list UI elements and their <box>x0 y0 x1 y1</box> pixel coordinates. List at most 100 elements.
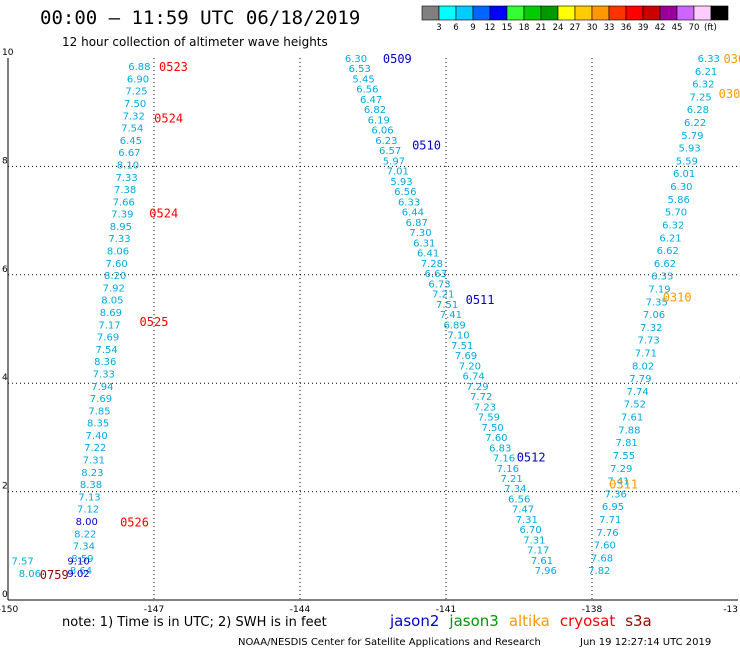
wave-height-value: 6.19 <box>368 115 390 126</box>
legend-entry-cryosat: cryosat <box>560 612 615 630</box>
wave-height-value: 7.50 <box>124 99 146 110</box>
wave-height-value: 7.01 <box>387 167 409 178</box>
wave-height-value: 5.79 <box>681 131 703 142</box>
colorbar-swatch <box>710 5 729 21</box>
wave-height-value: 6.47 <box>360 95 382 106</box>
wave-height-value: 6.22 <box>684 118 706 129</box>
series-altika: 6.336.216.327.256.286.225.795.935.596.01… <box>588 52 740 577</box>
wave-height-value: 7.30 <box>409 228 431 239</box>
colorbar-tick-label: 6 <box>453 23 458 33</box>
wave-height-value: 5.97 <box>383 156 405 167</box>
wave-height-value: 7.71 <box>635 349 657 360</box>
credit-left: NOAA/NESDIS Center for Satellite Applica… <box>238 637 541 648</box>
wave-height-value: 7.66 <box>113 197 135 208</box>
wave-height-value: 7.16 <box>497 464 519 475</box>
wave-height-value: 7.52 <box>624 400 646 411</box>
wave-height-value: 7.69 <box>90 394 112 405</box>
wave-height-value: 5.45 <box>352 74 374 85</box>
pass-time-label: 0311 <box>609 477 638 491</box>
wave-height-value: 6.33 <box>651 272 673 283</box>
pass-time-label: 0511 <box>466 293 495 307</box>
wave-height-value: 7.69 <box>97 333 119 344</box>
pass-time-label: 0309 <box>719 87 740 101</box>
series-jason2: 6.306.535.456.566.476.826.196.066.236.57… <box>345 52 557 577</box>
colorbar-swatch <box>591 5 610 21</box>
wave-height-value: 7.60 <box>594 541 616 552</box>
wave-height-value: 7.17 <box>527 546 549 557</box>
wave-height-value: 7.29 <box>466 382 488 393</box>
wave-height-value: 8.22 <box>74 529 96 540</box>
wave-height-value: 7.47 <box>512 505 534 516</box>
colorbar-unit-label: (ft) <box>704 23 717 33</box>
wave-height-value: 7.41 <box>440 310 462 321</box>
wave-height-value: 7.22 <box>84 443 106 454</box>
wave-height-value: 7.28 <box>421 259 443 270</box>
wave-height-value: 6.33 <box>698 54 720 65</box>
wave-height-value: 7.73 <box>637 336 659 347</box>
wave-height-value: 8.69 <box>100 308 122 319</box>
wave-height-value: 7.88 <box>618 425 640 436</box>
x-tick-label: -150 <box>0 605 18 615</box>
colorbar-swatch <box>455 5 474 21</box>
wave-height-value: 6.21 <box>659 233 681 244</box>
colorbar-swatch <box>642 5 661 21</box>
wave-height-value: 7.21 <box>500 474 522 485</box>
y-tick-label: 0 <box>2 590 8 600</box>
wave-height-value: 6.70 <box>519 525 541 536</box>
wave-height-value: 7.96 <box>535 566 557 577</box>
x-tick-label: -144 <box>290 605 311 615</box>
colorbar-tick-label: 45 <box>672 23 683 33</box>
pass-time-label: 0308 <box>724 52 740 66</box>
colorbar-tick-label: 24 <box>553 23 564 33</box>
wave-height-value: 7.85 <box>88 406 110 417</box>
wave-height-value: 6.31 <box>413 238 435 249</box>
wave-height-value: 7.25 <box>125 87 147 98</box>
wave-height-value: 5.93 <box>679 144 701 155</box>
wave-height-value: 7.21 <box>432 290 454 301</box>
wave-height-value: 7.23 <box>474 402 496 413</box>
note-text: note: 1) Time is in UTC; 2) SWH is in fe… <box>62 615 327 630</box>
colorbar-tick-label: 21 <box>536 23 547 33</box>
y-tick-label: 6 <box>2 265 8 275</box>
pass-time-label: 0512 <box>517 450 546 464</box>
colorbar-swatch <box>421 5 440 21</box>
x-tick-label: -138 <box>582 605 603 615</box>
pass-time-label: 0526 <box>120 515 149 529</box>
wave-height-value: 7.59 <box>478 413 500 424</box>
wave-height-value: 7.54 <box>121 124 143 135</box>
wave-height-value: 7.31 <box>516 515 538 526</box>
wave-height-value: 7.17 <box>98 320 120 331</box>
legend-entry-jason2: jason2 <box>389 612 439 630</box>
colorbar-tick-label: 9 <box>470 23 475 33</box>
wave-height-value: 7.34 <box>504 484 526 495</box>
wave-height-value: 6.21 <box>695 67 717 78</box>
wave-height-value: 7.32 <box>123 111 145 122</box>
colorbar-swatch <box>625 5 644 21</box>
pass-time-label: 0510 <box>412 139 441 153</box>
wave-height-value: 6.33 <box>398 197 420 208</box>
wave-height-value: 8.36 <box>94 357 116 368</box>
y-tick-label: 4 <box>2 373 8 383</box>
wave-height-value: 8.95 <box>110 222 132 233</box>
wave-height-value: 6.06 <box>371 126 393 137</box>
wave-height-value: 9.10 <box>67 556 89 567</box>
wave-height-value: 6.56 <box>394 187 416 198</box>
wave-height-value: 7.69 <box>455 351 477 362</box>
wave-height-value: 7.68 <box>591 553 613 564</box>
wave-height-value: 8.00 <box>76 517 98 528</box>
colorbar-tick-label: 33 <box>604 23 615 33</box>
wave-height-value: 8.06 <box>107 247 129 258</box>
wave-height-value: 7.60 <box>105 259 127 270</box>
credit-right: Jun 19 12:27:14 UTC 2019 <box>579 637 711 648</box>
wave-height-value: 7.76 <box>596 528 618 539</box>
y-tick-label: 10 <box>2 48 14 58</box>
wave-height-value: 6.45 <box>120 136 142 147</box>
wave-height-value: 6.95 <box>602 502 624 513</box>
wave-height-value: 6.87 <box>406 218 428 229</box>
wave-height-value: 6.83 <box>489 443 511 454</box>
wave-height-value: 6.88 <box>128 62 150 73</box>
colorbar-swatch <box>506 5 525 21</box>
wave-height-value: 6.41 <box>417 249 439 260</box>
wave-height-value: 7.35 <box>646 297 668 308</box>
